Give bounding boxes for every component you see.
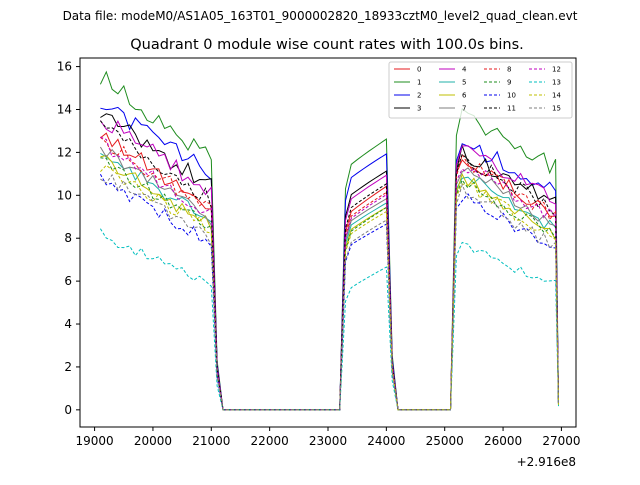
chart-suptitle: Data file: modeM0/AS1A05_163T01_90000028… [63,9,578,23]
legend-label-9: 9 [507,79,511,87]
legend-label-8: 8 [507,66,511,74]
y-tick-label: 6 [64,274,72,288]
chart-title: Quadrant 0 module wise count rates with … [130,37,524,53]
legend-label-1: 1 [417,79,421,87]
legend-label-10: 10 [507,92,516,100]
series-line-15 [100,173,559,411]
legend-label-0: 0 [417,66,421,74]
y-tick-label: 4 [64,317,72,331]
series-line-7 [99,146,559,411]
series-line-11 [100,120,559,411]
x-tick-label: 27000 [542,434,580,448]
y-tick-label: 16 [57,60,72,74]
legend-label-2: 2 [417,92,421,100]
series-line-10 [99,173,559,411]
legend-label-14: 14 [552,92,561,100]
legend-label-4: 4 [462,66,467,74]
legend-box [388,61,573,119]
legend-label-11: 11 [507,105,516,113]
legend-label-5: 5 [462,79,466,87]
legend-label-3: 3 [417,105,421,113]
series-line-2 [100,106,559,411]
x-tick-label: 24000 [367,434,405,448]
legend-label-13: 13 [552,79,561,87]
series-line-0 [100,132,559,411]
y-tick-label: 12 [57,145,72,159]
x-tick-label: 25000 [426,434,464,448]
series-line-9 [100,157,559,411]
series-line-12 [100,136,559,411]
x-tick-label: 20000 [134,434,172,448]
series-line-8 [100,136,559,411]
x-tick-label: 22000 [251,434,289,448]
legend-label-12: 12 [552,66,561,74]
y-tick-label: 2 [64,360,72,374]
legend-label-7: 7 [462,105,466,113]
x-axis-offset-label: +2.916e8 [517,455,576,469]
y-tick-label: 14 [57,102,72,116]
series-line-4 [99,119,559,411]
x-tick-label: 19000 [75,434,113,448]
series-line-1 [99,70,559,411]
x-tick-label: 26000 [484,434,522,448]
series-line-3 [100,113,559,411]
plot-area [80,58,576,427]
series-line-5 [100,152,559,411]
y-tick-label: 0 [64,403,72,417]
legend-label-15: 15 [552,105,561,113]
x-tick-label: 23000 [309,434,347,448]
series-line-14 [100,164,559,411]
x-axis-ticks: 19000 20000 21000 22000 23000 24000 25000 26000… [75,427,581,448]
y-axis-ticks: 0 2 4 6 8 10 12 14 16 [57,60,80,417]
y-tick-label: 10 [57,188,72,202]
legend-label-6: 6 [462,92,467,100]
series-layer [99,70,559,411]
x-tick-label: 21000 [192,434,230,448]
series-line-13 [99,228,559,411]
y-tick-label: 8 [64,231,72,245]
